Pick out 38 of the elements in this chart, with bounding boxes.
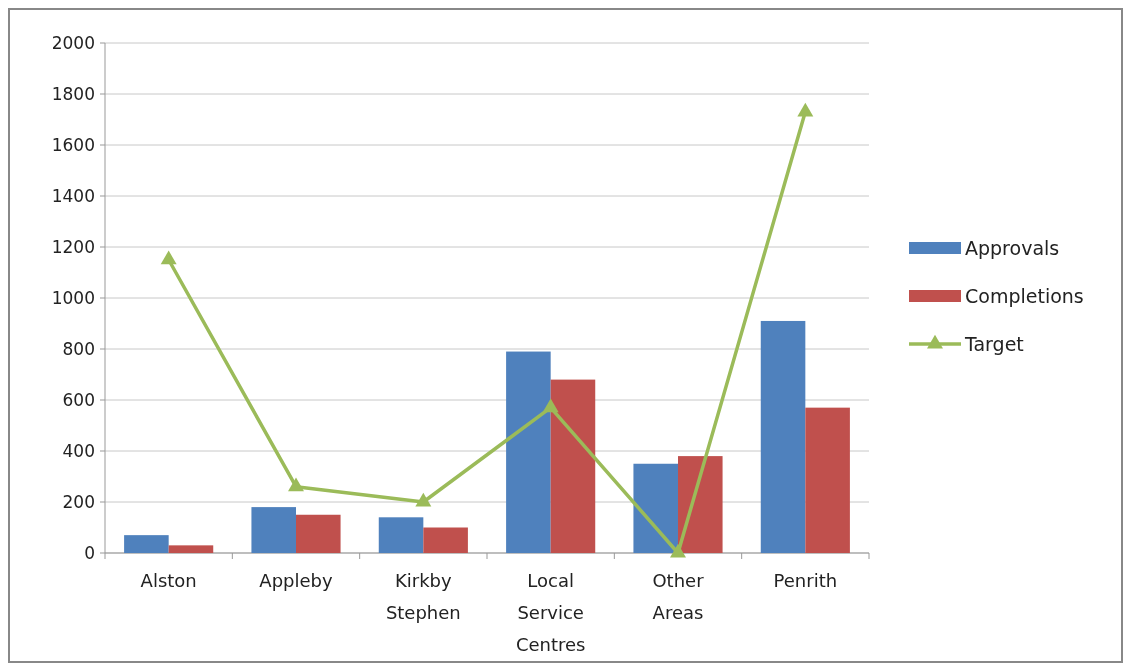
legend-label: Completions xyxy=(965,284,1084,307)
bar xyxy=(251,507,296,553)
bar xyxy=(550,379,596,553)
bar xyxy=(506,351,551,553)
y-tick-label: 800 xyxy=(62,338,95,359)
bar xyxy=(296,514,341,553)
bar xyxy=(805,407,850,553)
y-tick-label: 0 xyxy=(84,542,95,563)
y-tick-label: 1800 xyxy=(51,83,95,104)
point xyxy=(542,398,559,413)
y-tick-label: 2000 xyxy=(51,32,95,53)
bar xyxy=(678,456,723,553)
point xyxy=(670,543,686,558)
point xyxy=(288,477,304,492)
bar xyxy=(378,517,424,553)
y-tick-label: 1000 xyxy=(51,287,95,308)
x-tick-label: Other Areas xyxy=(652,570,705,623)
x-tick-label: Alston xyxy=(140,570,197,591)
y-tick-label: 1600 xyxy=(51,134,95,155)
bar xyxy=(760,320,806,553)
bar xyxy=(168,545,214,553)
x-tick-label: Kirkby Stephen xyxy=(385,570,461,623)
point xyxy=(797,102,814,117)
y-tick-label: 600 xyxy=(62,389,95,410)
x-tick-label: Penrith xyxy=(773,570,838,591)
bar xyxy=(423,527,468,553)
point xyxy=(160,250,177,265)
bar xyxy=(633,463,678,553)
y-tick-label: 1400 xyxy=(51,185,95,206)
x-tick-label: Appleby xyxy=(259,570,333,591)
y-tick-label: 1200 xyxy=(51,236,95,257)
x-tick-label: Local Service Centres xyxy=(515,570,586,655)
y-tick-label: 400 xyxy=(62,440,95,461)
y-tick-label: 200 xyxy=(62,491,95,512)
bar xyxy=(124,535,169,553)
legend-label: Approvals xyxy=(965,236,1060,259)
point xyxy=(415,492,432,507)
legend-label: Target xyxy=(964,332,1024,355)
